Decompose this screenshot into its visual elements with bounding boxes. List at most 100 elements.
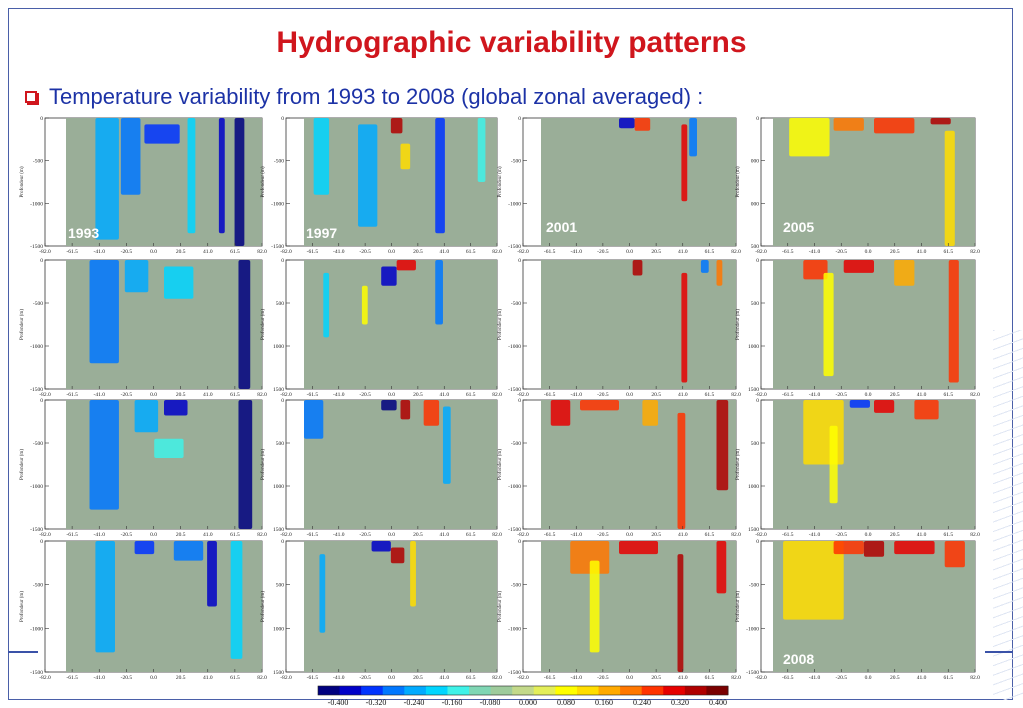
heatmap-cell (642, 400, 658, 426)
y-tick-label: -1000 (508, 484, 521, 490)
x-tick-label: -61.5 (782, 392, 794, 398)
colorbar-swatch (382, 686, 405, 695)
heatmap-cell (154, 438, 184, 459)
x-tick-label: 61.5 (943, 532, 953, 538)
colorbar-tick-label: 0.400 (709, 698, 727, 707)
x-tick-label: 41.0 (439, 675, 449, 681)
y-tick-label: 0 (281, 398, 284, 404)
x-tick-label: 41.0 (917, 675, 927, 681)
x-tick-label: -82.0 (755, 249, 767, 255)
heatmap-cell (833, 118, 864, 131)
heatmap-cell (803, 260, 828, 280)
heatmap-cell (304, 400, 324, 439)
x-tick-label: 41.0 (203, 675, 213, 681)
x-tick-label: 61.5 (230, 392, 240, 398)
heatmap-cell (681, 272, 688, 383)
x-tick-label: 41.0 (203, 392, 213, 398)
heatmap-cell (823, 272, 834, 377)
colorbar-swatch (706, 686, 729, 695)
colorbar-swatch (641, 686, 664, 695)
heatmap-cell (134, 400, 159, 433)
heatmap-cell (632, 260, 643, 276)
x-tick-label: 0.0 (865, 675, 872, 681)
x-tick-label: -41.0 (571, 249, 583, 255)
y-tick-label: -1000 (508, 626, 521, 632)
colorbar-tick-label: -0.240 (404, 698, 425, 707)
x-tick-label: 41.0 (917, 532, 927, 538)
x-tick-label: 82.0 (731, 249, 741, 255)
colorbar-swatch (533, 686, 556, 695)
heatmap-field (773, 260, 975, 389)
x-tick-label: 20.5 (890, 249, 900, 255)
colorbar-swatch (447, 686, 470, 695)
x-tick-label: -82.0 (517, 675, 529, 681)
x-tick-label: -41.0 (333, 532, 345, 538)
heatmap-cell (894, 260, 915, 286)
y-tick-label: 1500 (748, 527, 759, 533)
y-tick-label: -500 (33, 301, 43, 307)
x-tick-label: 61.5 (705, 675, 715, 681)
x-tick-label: -82.0 (39, 675, 51, 681)
y-axis-label: Profondeur (m) (261, 166, 266, 197)
heatmap-cell (164, 400, 188, 416)
x-tick-label: -61.5 (782, 675, 794, 681)
x-tick-label: 41.0 (203, 532, 213, 538)
x-tick-label: 20.5 (176, 392, 186, 398)
decorative-lines (993, 330, 1023, 700)
x-tick-label: -82.0 (755, 532, 767, 538)
heatmap-cell (634, 118, 651, 131)
x-tick-label: 61.5 (943, 675, 953, 681)
heatmap-cell (124, 260, 149, 293)
heatmap-cell (681, 124, 688, 202)
x-tick-label: 61.5 (230, 675, 240, 681)
x-tick-label: 82.0 (257, 392, 267, 398)
heatmap-cell (580, 400, 619, 411)
x-tick-label: -20.5 (359, 392, 371, 398)
heatmap-cell (948, 260, 959, 383)
heatmap-cell (619, 118, 635, 129)
x-tick-label: 20.5 (176, 249, 186, 255)
x-tick-label: -61.5 (544, 675, 556, 681)
heatmap-field (541, 118, 736, 246)
x-tick-label: 0.0 (626, 532, 633, 538)
panel-year-label: 2001 (546, 219, 577, 235)
heatmap-cell (313, 118, 330, 195)
heatmap-cell (230, 541, 243, 659)
x-tick-label: 0.0 (626, 249, 633, 255)
heatmap-cell (238, 400, 253, 529)
x-tick-label: -61.5 (782, 249, 794, 255)
heatmap-cell (435, 118, 445, 234)
y-axis-label: Profondeur (m) (20, 449, 25, 480)
y-axis-label: Profondeur (m) (736, 449, 741, 480)
heatmap-cell (371, 541, 391, 552)
x-tick-label: 0.0 (626, 675, 633, 681)
y-tick-label: -500 (511, 159, 521, 165)
y-tick-label: 0 (518, 258, 521, 264)
x-tick-label: -82.0 (39, 392, 51, 398)
y-tick-label: 1500 (748, 387, 759, 393)
x-tick-label: -20.5 (597, 249, 609, 255)
x-tick-label: -82.0 (280, 249, 292, 255)
x-tick-label: -20.5 (359, 675, 371, 681)
x-tick-label: 41.0 (439, 392, 449, 398)
y-tick-label: -1500 (30, 244, 43, 250)
x-tick-label: 82.0 (257, 532, 267, 538)
x-tick-label: -20.5 (121, 675, 133, 681)
y-tick-label: 1000 (748, 484, 759, 490)
heatmap-cell (381, 266, 397, 286)
y-tick-label: 500 (751, 244, 760, 250)
colorbar-swatch (620, 686, 643, 695)
slide-title: Hydrographic variability patterns (276, 26, 747, 59)
y-tick-label: 1000 (273, 626, 284, 632)
heatmap-cell (144, 124, 180, 144)
heatmap-cell (716, 260, 723, 286)
x-tick-label: 41.0 (678, 392, 688, 398)
x-tick-label: 20.5 (890, 675, 900, 681)
slide-subtitle: Temperature variability from 1993 to 200… (49, 84, 704, 109)
x-tick-label: 41.0 (203, 249, 213, 255)
heatmap-cell (218, 118, 225, 234)
x-tick-label: -82.0 (755, 392, 767, 398)
heatmap-cell (323, 272, 330, 338)
colorbar-tick-label: -0.320 (366, 698, 387, 707)
